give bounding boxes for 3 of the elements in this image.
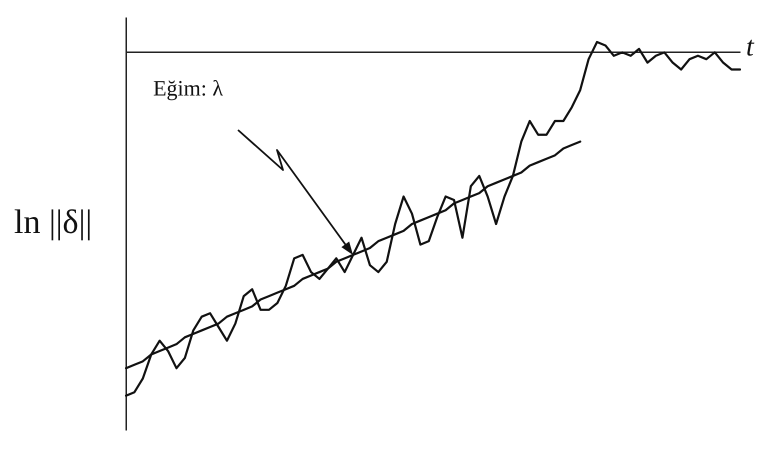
x-axis-title: t	[746, 32, 755, 63]
annotation: Eğim: λ	[153, 76, 224, 101]
y-axis-title: ln ||δ||	[14, 204, 92, 241]
